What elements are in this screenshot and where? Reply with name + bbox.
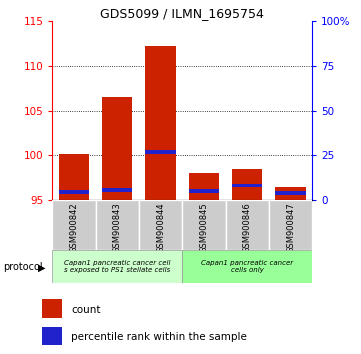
Bar [232, 184, 262, 188]
Title: GDS5099 / ILMN_1695754: GDS5099 / ILMN_1695754 [100, 7, 264, 20]
Bar [43, 327, 61, 345]
Text: protocol: protocol [4, 262, 43, 272]
Bar [189, 173, 219, 200]
Text: GSM900843: GSM900843 [113, 202, 122, 253]
Bar [59, 190, 89, 194]
Bar [102, 188, 132, 192]
Bar [52, 250, 182, 283]
Bar [226, 200, 269, 250]
Bar [232, 169, 262, 200]
Bar [182, 200, 226, 250]
Bar [145, 46, 176, 200]
Bar [182, 250, 312, 283]
Text: Capan1 pancreatic cancer
cells only: Capan1 pancreatic cancer cells only [201, 259, 293, 273]
Text: Capan1 pancreatic cancer cell
s exposed to PS1 stellate cells: Capan1 pancreatic cancer cell s exposed … [64, 259, 171, 273]
Text: GSM900844: GSM900844 [156, 202, 165, 253]
Bar [102, 97, 132, 200]
Bar [52, 200, 96, 250]
Text: GSM900846: GSM900846 [243, 202, 252, 253]
Bar [59, 154, 89, 200]
Text: GSM900845: GSM900845 [200, 202, 208, 253]
Text: GSM900842: GSM900842 [70, 202, 78, 253]
Text: percentile rank within the sample: percentile rank within the sample [71, 332, 247, 342]
Bar [96, 200, 139, 250]
Bar [43, 299, 61, 318]
Text: GSM900847: GSM900847 [286, 202, 295, 253]
Bar [269, 200, 312, 250]
Bar [275, 191, 306, 195]
Bar [189, 189, 219, 193]
Text: count: count [71, 305, 101, 315]
Bar [145, 150, 176, 154]
Text: ▶: ▶ [38, 262, 45, 272]
Bar [139, 200, 182, 250]
Bar [275, 187, 306, 200]
